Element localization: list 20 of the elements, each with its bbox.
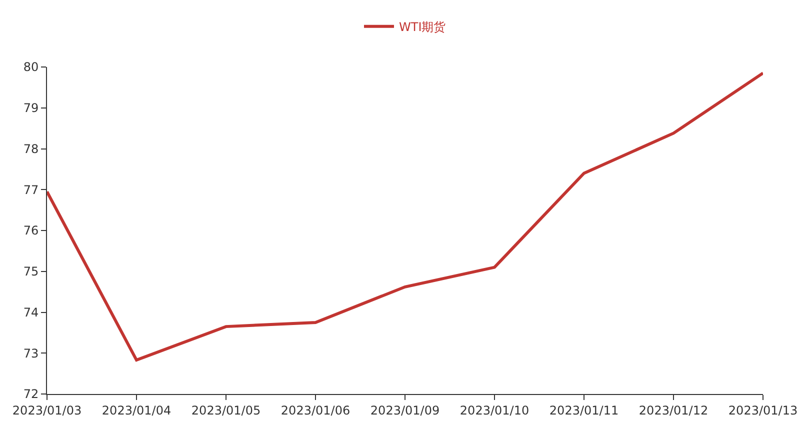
y-tick-label: 77 bbox=[23, 182, 39, 197]
x-tick-label: 2023/01/12 bbox=[638, 403, 708, 418]
y-tick-label: 73 bbox=[23, 346, 39, 360]
y-tick-label: 72 bbox=[23, 387, 39, 402]
x-tick-label: 2023/01/04 bbox=[102, 403, 172, 418]
x-tick-label: 2023/01/11 bbox=[549, 403, 619, 418]
y-tick-label: 78 bbox=[23, 142, 39, 156]
x-tick-label: 2023/01/13 bbox=[728, 403, 798, 418]
x-tick-label: 2023/01/09 bbox=[370, 403, 440, 418]
y-tick-label: 76 bbox=[23, 224, 39, 238]
x-tick-label: 2023/01/03 bbox=[12, 403, 82, 418]
y-tick-label: 74 bbox=[23, 305, 39, 320]
x-tick-label: 2023/01/06 bbox=[280, 403, 350, 418]
line-series bbox=[47, 72, 763, 362]
x-tick-label: 2023/01/05 bbox=[191, 403, 261, 418]
y-tick-label: 75 bbox=[23, 264, 39, 279]
x-tick-label: 2023/01/10 bbox=[460, 403, 530, 418]
y-tick-label: 80 bbox=[23, 60, 39, 74]
y-tick-label: 79 bbox=[23, 101, 39, 116]
legend-label: WTI期货 bbox=[399, 20, 446, 34]
